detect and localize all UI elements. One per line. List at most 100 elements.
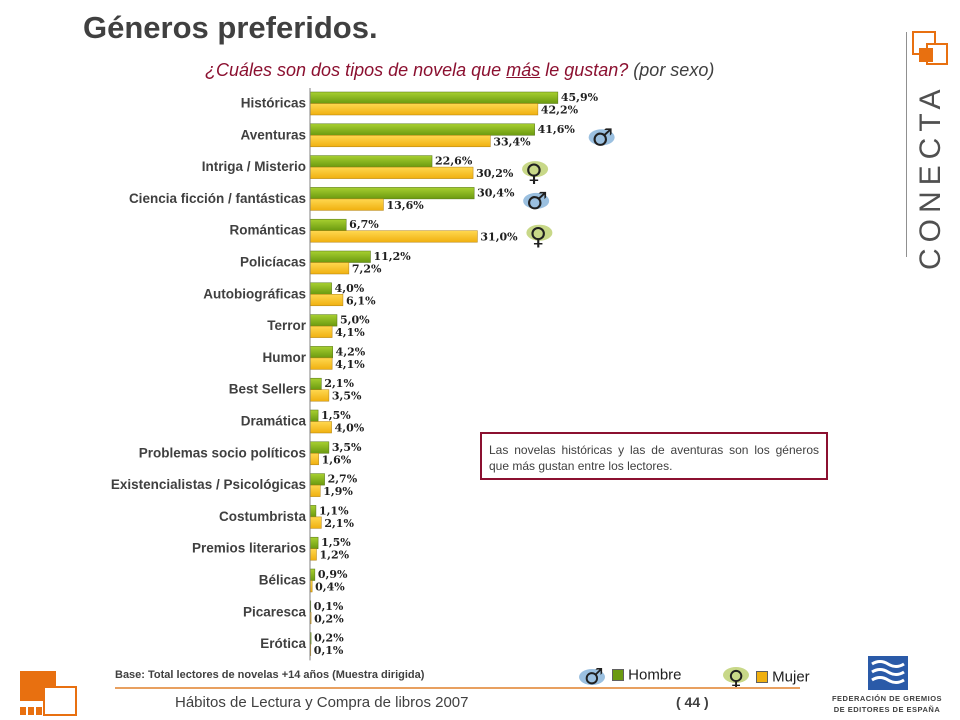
value-label-mujer: 13,6% (386, 199, 424, 212)
bar-hombre (309, 505, 317, 518)
report-title: Hábitos de Lectura y Compra de libros 20… (175, 694, 469, 711)
bar-mujer (309, 166, 474, 179)
value-label-mujer: 1,2% (319, 549, 349, 562)
bar-hombre (309, 568, 316, 581)
female-symbol: ♀ (728, 667, 744, 690)
category-label: Ciencia ficción / fantásticas (129, 191, 306, 206)
male-marker-icon: ♂ (588, 123, 615, 151)
category-label: Existencialistas / Psicológicas (111, 477, 306, 492)
conecta-logo-icon (912, 31, 948, 65)
bar-hombre (309, 473, 325, 486)
category-label: Autobiográficas (203, 286, 306, 301)
value-label-mujer: 6,1% (346, 294, 376, 307)
category-label: Erótica (260, 636, 306, 651)
brand-divider (906, 32, 907, 257)
bar-hombre (309, 155, 433, 168)
value-label-mujer: 0,1% (314, 644, 344, 657)
male-symbol-icon: ♂ (579, 665, 605, 690)
bar-mujer (309, 135, 491, 148)
category-label: Problemas socio políticos (139, 445, 306, 460)
bar-hombre (309, 218, 347, 231)
value-label-hombre: 0,1% (314, 600, 344, 613)
legend-swatch-hombre (612, 669, 625, 681)
value-label-mujer: 30,2% (476, 167, 514, 180)
value-label-hombre: 2,1% (324, 377, 354, 390)
federation-name: FEDERACIÓN DE GREMIOS DE EDITORES DE ESP… (823, 693, 951, 715)
bar-mujer (309, 548, 317, 561)
male-marker-icon: ♂ (523, 187, 550, 215)
subtitle-underlined: más (506, 60, 541, 80)
value-label-mujer: 1,6% (322, 453, 352, 466)
value-label-hombre: 1,5% (321, 536, 351, 549)
value-label-mujer: 2,1% (324, 517, 354, 530)
value-label-mujer: 4,0% (335, 422, 365, 435)
chart-subtitle: ¿Cuáles son dos tipos de novela que más … (205, 60, 714, 81)
value-label-hombre: 4,0% (335, 282, 365, 295)
marker-symbol: ♂ (592, 123, 614, 151)
bar-mujer (309, 262, 350, 275)
value-label-hombre: 30,4% (477, 186, 515, 199)
bar-hombre (309, 314, 338, 327)
value-label-hombre: 11,2% (373, 250, 411, 263)
page-number: ( 44 ) (676, 694, 709, 710)
category-label: Terror (267, 318, 307, 333)
base-note: Base: Total lectores de novelas +14 años… (115, 669, 425, 681)
value-label-mujer: 0,2% (314, 612, 344, 625)
footer-divider (115, 687, 800, 689)
value-label-mujer: 4,1% (335, 326, 365, 339)
bar-mujer (309, 198, 384, 211)
value-label-mujer: 33,4% (493, 135, 531, 148)
bar-hombre (309, 441, 330, 454)
value-label-hombre: 6,7% (349, 218, 379, 231)
subtitle-post: le gustan? (540, 60, 629, 80)
legend-hombre: ♂ Hombre (578, 664, 682, 690)
subtitle-sex: (por sexo) (628, 60, 715, 80)
bar-hombre (309, 409, 319, 422)
category-label: Intriga / Misterio (202, 159, 306, 174)
legend-swatch-mujer (756, 671, 769, 683)
category-label: Dramática (241, 414, 307, 429)
marker-symbol: ♂ (526, 187, 548, 215)
bar-mujer (309, 230, 478, 243)
value-label-hombre: 5,0% (340, 314, 370, 327)
category-label: Aventuras (240, 127, 306, 142)
female-marker-icon: ♀ (526, 223, 553, 251)
category-label: Bélicas (259, 573, 306, 588)
bar-mujer (309, 357, 333, 370)
bar-mujer (309, 389, 330, 402)
bar-mujer (309, 516, 322, 529)
legend-mujer: ♀ Mujer (722, 664, 810, 692)
value-label-mujer: 3,5% (332, 390, 362, 403)
value-label-mujer: 42,2% (541, 104, 579, 117)
category-label: Picaresca (243, 604, 307, 619)
value-label-hombre: 45,9% (561, 91, 599, 104)
value-label-mujer: 0,4% (315, 581, 345, 594)
marker-symbol: ♀ (529, 223, 547, 251)
value-label-hombre: 41,6% (538, 123, 576, 136)
federation-line-2: DE EDITORES DE ESPAÑA (833, 705, 941, 714)
category-label: Humor (263, 350, 307, 365)
value-label-hombre: 1,1% (319, 504, 349, 517)
female-symbol-icon: ♀ (723, 667, 749, 692)
bar-mujer (309, 421, 332, 434)
value-label-hombre: 2,7% (328, 473, 358, 486)
value-label-hombre: 4,2% (336, 345, 366, 358)
bar-mujer (309, 294, 344, 307)
category-label: Románticas (229, 223, 306, 238)
federation-line-1: FEDERACIÓN DE GREMIOS (831, 694, 943, 703)
subtitle-pre: ¿Cuáles son dos tipos de novela que (205, 60, 507, 80)
male-symbol: ♂ (584, 665, 604, 686)
category-label: Premios literarios (192, 541, 306, 556)
bar-hombre (309, 282, 332, 295)
value-label-hombre: 0,9% (318, 568, 348, 581)
federation-logo-icon (868, 656, 908, 690)
value-label-mujer: 4,1% (335, 358, 365, 371)
legend-label-hombre: Hombre (628, 666, 682, 684)
value-label-mujer: 7,2% (352, 263, 382, 276)
bar-hombre (309, 346, 333, 359)
category-label: Costumbrista (219, 509, 307, 524)
bar-hombre (309, 536, 319, 549)
page-title: Géneros preferidos. (83, 10, 378, 45)
orange-squares-logo-icon (20, 671, 77, 716)
